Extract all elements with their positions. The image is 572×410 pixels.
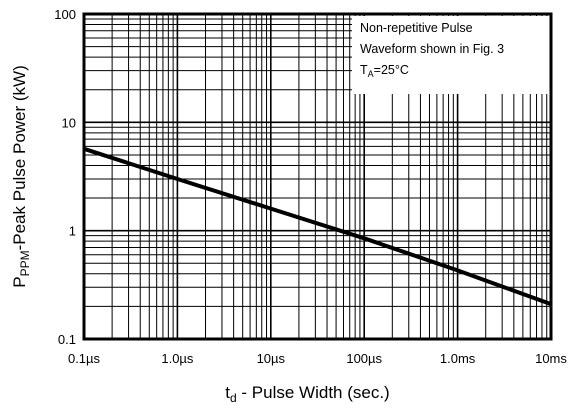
y-axis-label: PPPM-Peak Pulse Power (kW) xyxy=(10,65,32,288)
annotation-line-2: Waveform shown in Fig. 3 xyxy=(360,42,504,56)
x-tick-labels: 0.1µs 1.0µs 10µs 100µs 1.0ms 10ms xyxy=(68,351,567,366)
x-axis-label-main: t xyxy=(225,383,230,402)
y-tick-label: 100 xyxy=(54,7,76,22)
series-layer xyxy=(83,146,552,306)
y-tick-label: 1 xyxy=(69,224,76,239)
y-tick-labels: 0.1 1 10 100 xyxy=(54,7,76,347)
x-axis-label-rest: - Pulse Width (sec.) xyxy=(237,383,390,402)
x-tick-label: 1.0ms xyxy=(440,351,476,366)
annotation-temp-prefix: T xyxy=(360,63,368,77)
x-tick-label: 100µs xyxy=(346,351,382,366)
x-axis-label: td - Pulse Width (sec.) xyxy=(225,383,389,405)
y-tick-label: 0.1 xyxy=(58,332,76,347)
x-tick-label: 10ms xyxy=(535,351,567,366)
annotation-line-1: Non-repetitive Pulse xyxy=(360,21,473,35)
annotation-box xyxy=(352,16,550,94)
y-axis-label-rest: -Peak Pulse Power (kW) xyxy=(10,65,29,250)
plot-border xyxy=(82,12,553,341)
x-tick-label: 10µs xyxy=(257,351,286,366)
y-tick-label: 10 xyxy=(62,115,76,130)
x-tick-label: 0.1µs xyxy=(68,351,101,366)
x-tick-label: 1.0µs xyxy=(161,351,194,366)
annotation-temp-sub: A xyxy=(368,69,374,79)
annotation-temp-value: =25°C xyxy=(374,63,409,77)
y-axis-label-sub: PPM xyxy=(18,250,32,276)
annotation-temperature: TA=25°C xyxy=(360,63,409,79)
y-axis-label-main: P xyxy=(10,276,29,287)
series-line xyxy=(83,146,552,306)
x-axis-label-sub: d xyxy=(230,391,237,405)
